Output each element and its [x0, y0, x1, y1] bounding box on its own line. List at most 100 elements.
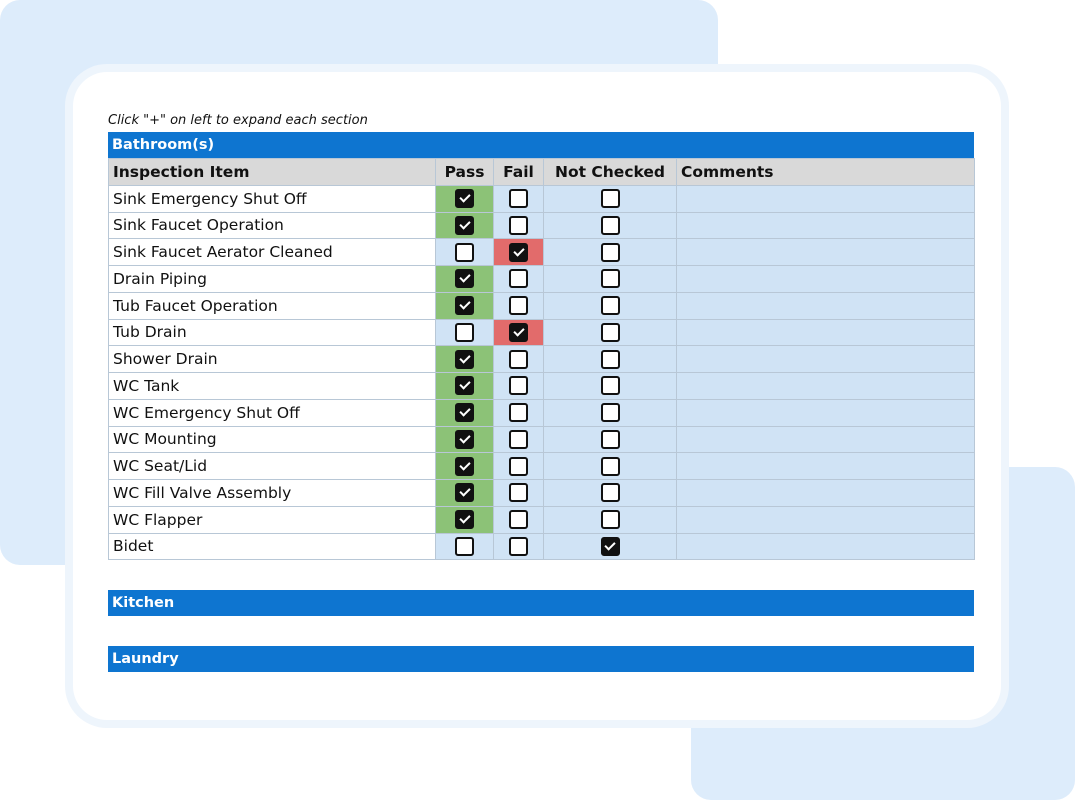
fail-checkbox[interactable] [509, 349, 528, 369]
pass-checkbox[interactable] [455, 269, 474, 289]
fail-cell [493, 398, 544, 427]
fail-cell [493, 505, 544, 534]
comment-cell[interactable] [676, 184, 975, 213]
pass-checkbox[interactable] [455, 456, 474, 476]
pass-cell [435, 184, 494, 213]
section-bar-laundry[interactable]: Laundry [108, 646, 974, 673]
pass-checkbox[interactable] [455, 403, 474, 423]
header-pass: Pass [435, 158, 494, 186]
comment-cell[interactable] [676, 479, 975, 507]
inspection-item-cell: WC Emergency Shut Off [108, 398, 436, 427]
fail-checkbox[interactable] [509, 456, 528, 476]
inspection-item-cell: WC Seat/Lid [108, 452, 436, 480]
fail-checkbox[interactable] [509, 242, 528, 262]
comment-cell[interactable] [676, 318, 975, 347]
comment-cell[interactable] [676, 211, 975, 240]
not-checked-checkbox[interactable] [600, 376, 620, 396]
not-checked-cell [543, 265, 677, 293]
comment-cell[interactable] [676, 372, 975, 400]
table-row: WC Emergency Shut Off [108, 398, 975, 427]
not-checked-checkbox[interactable] [600, 456, 620, 476]
comment-cell[interactable] [676, 398, 975, 427]
comment-cell[interactable] [676, 532, 975, 561]
not-checked-checkbox[interactable] [600, 322, 620, 342]
not-checked-checkbox[interactable] [600, 296, 620, 316]
pass-checkbox[interactable] [455, 536, 474, 556]
fail-checkbox[interactable] [509, 322, 528, 342]
expand-hint: Click "+" on left to expand each section [108, 113, 368, 128]
comment-cell[interactable] [676, 238, 975, 266]
pass-checkbox[interactable] [455, 215, 474, 235]
pass-cell [435, 211, 494, 240]
section-bar-bathrooms[interactable]: Bathroom(s) [108, 132, 974, 158]
fail-checkbox[interactable] [509, 403, 528, 423]
inspection-item-cell: WC Tank [108, 372, 436, 400]
pass-cell [435, 345, 494, 373]
fail-checkbox[interactable] [509, 296, 528, 316]
not-checked-cell [543, 184, 677, 213]
pass-cell [435, 291, 494, 320]
fail-cell [493, 479, 544, 507]
pass-checkbox[interactable] [455, 242, 474, 262]
table-body: Sink Emergency Shut Off Sink Faucet Opera… [108, 184, 975, 561]
inspection-sheet: Click "+" on left to expand each section… [108, 110, 975, 673]
fail-cell [493, 425, 544, 454]
fail-cell [493, 184, 544, 213]
table-row: Drain Piping [108, 265, 975, 293]
not-checked-cell [543, 238, 677, 266]
table-row: WC Seat/Lid [108, 452, 975, 480]
fail-cell [493, 265, 544, 293]
pass-checkbox[interactable] [455, 510, 474, 530]
not-checked-checkbox[interactable] [600, 483, 620, 503]
table-row: Tub Drain [108, 318, 975, 347]
not-checked-checkbox[interactable] [600, 215, 620, 235]
not-checked-checkbox[interactable] [600, 242, 620, 262]
section-bar-kitchen[interactable]: Kitchen [108, 590, 974, 617]
fail-cell [493, 211, 544, 240]
pass-checkbox[interactable] [455, 322, 474, 342]
comment-cell[interactable] [676, 425, 975, 454]
pass-cell [435, 318, 494, 347]
fail-checkbox[interactable] [509, 483, 528, 503]
inspection-item-cell: Drain Piping [108, 265, 436, 293]
comment-cell[interactable] [676, 452, 975, 480]
inspection-item-cell: WC Mounting [108, 425, 436, 454]
fail-cell [493, 345, 544, 373]
not-checked-cell [543, 398, 677, 427]
pass-checkbox[interactable] [455, 429, 474, 449]
not-checked-checkbox[interactable] [600, 189, 620, 209]
inspection-item-cell: Sink Emergency Shut Off [108, 184, 436, 213]
pass-checkbox[interactable] [455, 376, 474, 396]
fail-cell [493, 452, 544, 480]
fail-checkbox[interactable] [509, 269, 528, 289]
not-checked-checkbox[interactable] [600, 429, 620, 449]
not-checked-checkbox[interactable] [600, 349, 620, 369]
header-inspection-item: Inspection Item [108, 158, 436, 186]
fail-checkbox[interactable] [509, 376, 528, 396]
pass-checkbox[interactable] [455, 189, 474, 209]
pass-checkbox[interactable] [455, 483, 474, 503]
comment-cell[interactable] [676, 505, 975, 534]
pass-checkbox[interactable] [455, 349, 474, 369]
not-checked-checkbox[interactable] [600, 510, 620, 530]
not-checked-checkbox[interactable] [600, 536, 620, 556]
comment-cell[interactable] [676, 265, 975, 293]
fail-checkbox[interactable] [509, 189, 528, 209]
inspection-item-cell: WC Flapper [108, 505, 436, 534]
inspection-table: Inspection Item Pass Fail Not Checked Co… [108, 158, 975, 561]
fail-checkbox[interactable] [509, 429, 528, 449]
table-row: WC Mounting [108, 425, 975, 454]
section-gap [108, 560, 974, 590]
fail-checkbox[interactable] [509, 510, 528, 530]
fail-checkbox[interactable] [509, 215, 528, 235]
comment-cell[interactable] [676, 345, 975, 373]
comment-cell[interactable] [676, 291, 975, 320]
pass-cell [435, 265, 494, 293]
fail-checkbox[interactable] [509, 536, 528, 556]
not-checked-checkbox[interactable] [600, 403, 620, 423]
not-checked-checkbox[interactable] [600, 269, 620, 289]
inspection-item-cell: Shower Drain [108, 345, 436, 373]
pass-checkbox[interactable] [455, 296, 474, 316]
table-row: WC Flapper [108, 505, 975, 534]
pass-cell [435, 398, 494, 427]
